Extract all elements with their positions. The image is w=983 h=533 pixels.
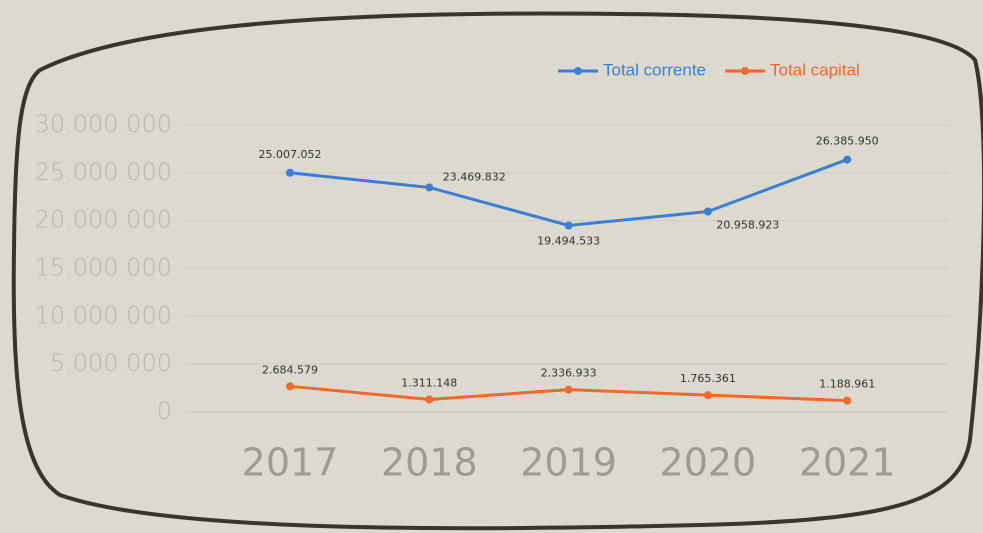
data-label: 1.188.961 — [819, 378, 875, 391]
data-label: 20.958.923 — [716, 218, 779, 231]
legend-marker — [574, 67, 582, 75]
point — [703, 207, 712, 216]
legend-label: Total corrente — [603, 60, 706, 79]
x-tick-label: 2021 — [799, 441, 896, 485]
data-label: 1.311.148 — [401, 376, 457, 389]
y-tick-label: 15.000.000 — [35, 254, 172, 282]
y-tick-label: 30.000.000 — [35, 110, 172, 138]
y-tick-label: 25.000.000 — [35, 158, 172, 186]
x-tick-label: 2019 — [520, 441, 617, 485]
point — [425, 183, 434, 192]
frame — [11, 11, 983, 531]
y-tick-label: 0 — [157, 397, 172, 425]
point — [286, 168, 294, 177]
y-tick-label: 10.000.000 — [35, 301, 172, 329]
legend-label: Total capital — [770, 60, 860, 79]
data-label: 25.007.052 — [259, 148, 322, 161]
point — [703, 391, 712, 400]
data-label: 19.494.533 — [537, 235, 600, 248]
point — [286, 382, 294, 391]
y-tick-label: 5.000.000 — [50, 349, 172, 377]
y-tick-label: 20.000.000 — [35, 206, 172, 234]
x-tick-label: 2017 — [242, 441, 339, 485]
data-label: 2.684.579 — [262, 363, 318, 376]
point — [564, 221, 573, 230]
point — [843, 396, 852, 405]
point — [564, 385, 573, 394]
x-tick-label: 2018 — [381, 441, 478, 485]
legend-marker — [741, 67, 749, 75]
point — [425, 395, 434, 404]
plot: 0 5.000.000 10.000.000 15.000.000 20.000.000… — [35, 60, 950, 485]
data-label: 26.385.950 — [816, 135, 879, 148]
x-tick-label: 2020 — [660, 441, 757, 485]
data-label: 23.469.832 — [443, 170, 506, 183]
data-label: 2.336.933 — [541, 367, 597, 380]
data-label: 1.765.361 — [680, 372, 736, 385]
point — [843, 155, 852, 164]
